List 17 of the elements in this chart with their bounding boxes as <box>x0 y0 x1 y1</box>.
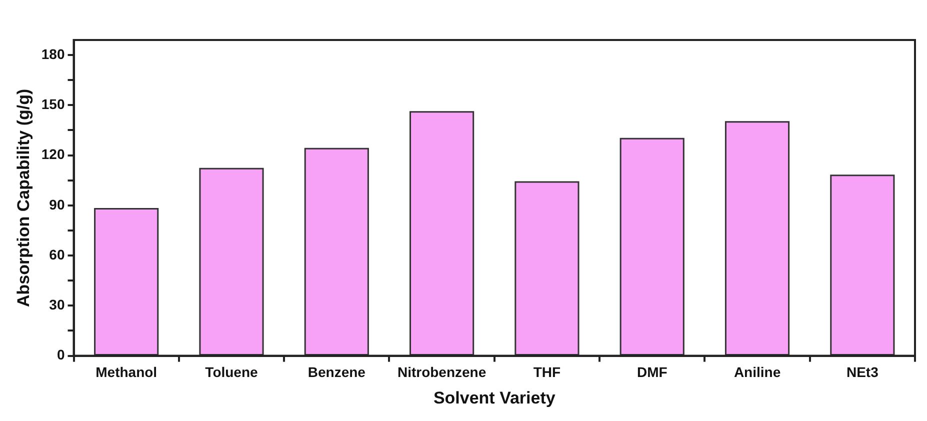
y-tick-label: 150 <box>41 96 65 112</box>
x-tick-label: THF <box>533 364 562 380</box>
x-tick-label: Toluene <box>205 364 258 380</box>
x-tick-label: NEt3 <box>846 364 879 380</box>
y-tick-label: 90 <box>49 196 65 212</box>
y-tick-label: 0 <box>56 346 65 363</box>
x-tick-label: Aniline <box>734 364 781 380</box>
x-tick-label: Nitrobenzene <box>397 364 486 380</box>
y-tick-label: 180 <box>41 46 65 62</box>
y-tick-label: 60 <box>49 246 65 262</box>
x-tick-label: DMF <box>636 364 668 380</box>
x-tick-label: Benzene <box>308 364 366 380</box>
y-tick-label: 120 <box>41 146 65 162</box>
y-axis-title: Absorption Capability (g/g) <box>14 88 33 307</box>
x-axis-title: Solvent Variety <box>433 388 556 408</box>
y-tick-label: 30 <box>49 296 65 313</box>
x-tick-label: Methanol <box>96 364 158 380</box>
